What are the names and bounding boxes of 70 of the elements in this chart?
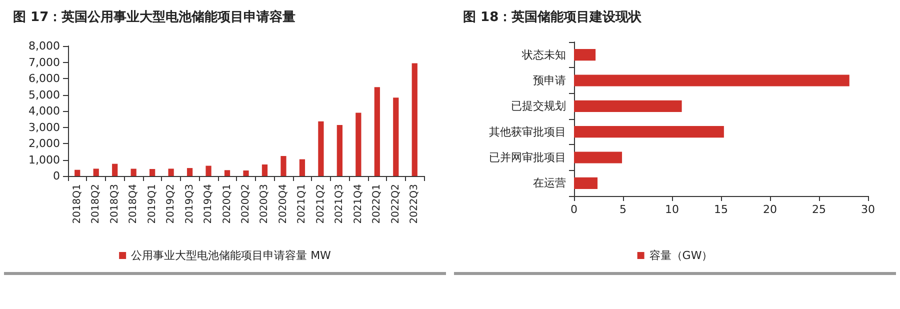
x-tick-label: 2020Q1 [222, 184, 233, 224]
bar [356, 112, 362, 176]
legend-label: 容量（GW） [649, 249, 713, 262]
bar [130, 168, 136, 176]
bar [412, 63, 418, 176]
y-tick-label: 8,000 [28, 40, 60, 52]
legend-label: 公用事业大型电池储能项目申请容量 MW [131, 249, 332, 262]
x-tick-label: 25 [812, 203, 826, 216]
y-tick-label: 预申请 [533, 74, 566, 87]
x-tick-label: 2019Q3 [184, 184, 196, 224]
x-tick-label: 2018Q4 [128, 184, 140, 224]
bar [374, 87, 380, 176]
bar [574, 177, 598, 189]
x-tick-label: 2022Q2 [390, 184, 402, 224]
x-tick-label: 2021Q1 [296, 184, 308, 224]
x-tick-label: 2019Q2 [166, 184, 177, 224]
x-tick-label: 2021Q4 [352, 184, 364, 224]
bar [318, 121, 324, 176]
y-tick-label: 在运营 [533, 176, 566, 190]
bar [574, 152, 622, 164]
x-tick-label: 2020Q3 [259, 184, 270, 224]
y-tick-label: 其他获审批项目 [489, 125, 566, 138]
y-tick-label: 状态未知 [521, 48, 566, 62]
y-tick-label: 7,000 [28, 56, 60, 69]
bar [186, 168, 193, 176]
y-tick-label: 1,000 [28, 153, 60, 166]
chart-title: 图 17：英国公用事业大型电池储能项目申请容量 [13, 9, 296, 25]
bar [262, 164, 268, 176]
x-tick-label: 2018Q1 [72, 184, 83, 224]
x-tick-label: 2019Q4 [203, 184, 214, 224]
bar [112, 164, 118, 176]
bar [299, 159, 306, 176]
y-tick-label: 4,000 [28, 104, 60, 118]
bar [150, 169, 156, 176]
y-tick-label: 0 [53, 170, 60, 182]
x-tick-label: 2021Q3 [334, 184, 346, 224]
x-tick-label: 5 [620, 203, 626, 216]
x-tick-label: 2018Q3 [109, 184, 120, 224]
x-tick-label: 2022Q3 [409, 184, 420, 224]
x-tick-label: 30 [861, 203, 875, 216]
x-tick-label: 20 [763, 203, 777, 216]
bar [280, 156, 286, 176]
x-tick-label: 2022Q1 [372, 184, 383, 224]
y-tick-label: 已并网审批项目 [489, 151, 566, 164]
x-tick-label: 10 [665, 203, 679, 216]
bar [168, 168, 174, 176]
x-tick-label: 2018Q2 [90, 184, 102, 224]
x-tick-label: 15 [714, 203, 728, 216]
bar [206, 166, 212, 176]
y-tick-label: 3,000 [28, 120, 60, 134]
bar [574, 100, 682, 112]
bar [574, 74, 850, 86]
bar [93, 168, 99, 176]
bar [336, 124, 342, 176]
y-tick-label: 5,000 [28, 88, 60, 102]
x-tick-label: 2020Q4 [278, 184, 289, 224]
y-tick-label: 2,000 [28, 137, 60, 150]
y-tick-label: 已提交规划 [511, 100, 566, 113]
bar [74, 170, 80, 176]
y-tick-label: 6,000 [28, 72, 60, 85]
bar [574, 49, 596, 61]
bar [574, 126, 724, 138]
bar [243, 170, 249, 176]
x-tick-label: 0 [570, 203, 578, 216]
bar [393, 98, 399, 176]
bar [224, 170, 230, 176]
x-tick-label: 2019Q1 [146, 184, 158, 224]
x-tick-label: 2021Q2 [315, 184, 326, 224]
x-tick-label: 2020Q2 [240, 184, 252, 224]
chart-title: 图 18：英国储能项目建设现状 [463, 9, 643, 25]
